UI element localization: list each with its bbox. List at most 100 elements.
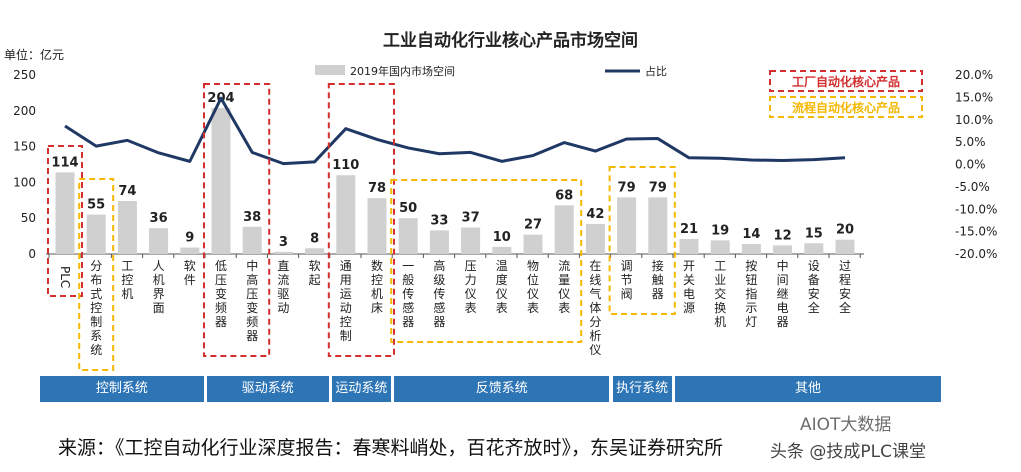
bar-PLC: [55, 172, 75, 254]
bar-value-label: 14: [742, 227, 760, 242]
highlight-box-5: [608, 166, 676, 315]
highlight-box-2: [203, 83, 271, 357]
category-label: PLC: [58, 266, 72, 288]
bar-value-label: 50: [399, 201, 417, 216]
category-label: 直流驱动: [277, 259, 289, 315]
bar-工业交换机: [710, 240, 730, 254]
bar-value-label: 12: [774, 228, 792, 243]
bar-value-label: 114: [51, 155, 78, 170]
bar-value-label: 36: [150, 211, 168, 226]
category-label: 工控机: [121, 259, 133, 301]
left-tick-label: 50: [21, 211, 36, 225]
watermark-2: 头条 @技成PLC课堂: [770, 442, 926, 462]
highlight-box-4: [390, 179, 583, 343]
left-tick-label: 0: [28, 247, 36, 261]
source-text: 来源：《工控自动化行业深度报告：春寒料峭处，百花齐放时》，东吴证券研究所: [58, 437, 724, 459]
right-tick-label: -5.0%: [955, 180, 990, 194]
category-label: 软件: [184, 259, 196, 287]
bar-value-label: 10: [493, 230, 511, 245]
category-label: 在线气体分析仪: [589, 259, 601, 357]
right-tick-label: 10.0%: [955, 113, 993, 127]
system-group-label: 控制系统: [40, 376, 204, 402]
bar-按钮指示灯: [741, 243, 761, 254]
right-tick-label: -10.0%: [955, 202, 997, 216]
bar-高级传感器: [429, 230, 449, 254]
legend-bar-label: 2019年国内市场空间: [350, 64, 455, 78]
bar-过程安全: [835, 239, 855, 254]
category-label: 中间继电器: [777, 258, 789, 329]
category-label: 开关电源: [683, 259, 695, 315]
bar-value-label: 79: [649, 180, 667, 195]
category-label: 高级传感器: [433, 258, 445, 329]
category-label: 中高压变频器: [246, 258, 258, 343]
category-label: 温度仪表: [496, 259, 508, 315]
bar-软件: [180, 247, 200, 254]
bar-value-label: 74: [118, 184, 136, 199]
legend-box-1: [769, 96, 923, 118]
category-label: 低压变频器: [215, 259, 227, 329]
bar-接触器: [648, 197, 668, 254]
category-label: 通用运动控制: [340, 259, 352, 343]
category-label: 工业交换机: [714, 259, 726, 329]
left-tick-label: 200: [13, 104, 36, 118]
unit-label: 单位：亿元: [4, 48, 65, 62]
bar-value-label: 20: [836, 223, 854, 238]
bar-压力仪表: [461, 227, 481, 254]
legend-line-label: 占比: [645, 64, 667, 78]
bar-value-label: 110: [332, 158, 359, 173]
category-label: 软起: [309, 259, 321, 287]
bar-value-label: 38: [243, 210, 261, 225]
legend-bar-swatch: [315, 65, 345, 75]
left-tick-label: 100: [13, 175, 36, 189]
bar-中高压变频器: [242, 226, 262, 254]
bar-通用运动控制: [336, 175, 356, 254]
bar-value-label: 55: [87, 198, 105, 213]
bar-直流驱动: [273, 251, 293, 254]
category-label: 分布式控制系统: [90, 259, 102, 357]
category-label: 调节阀: [621, 259, 633, 301]
right-tick-label: 20.0%: [955, 68, 993, 82]
system-group-label: 反馈系统: [394, 376, 610, 402]
bar-value-label: 8: [310, 231, 319, 246]
bar-设备安全: [804, 243, 824, 254]
bar-软起: [305, 248, 325, 254]
watermark-1: AIOT大数据: [800, 415, 892, 435]
bar-开关电源: [679, 238, 699, 254]
right-tick-label: 5.0%: [955, 135, 986, 149]
category-label: 设备安全: [808, 259, 820, 315]
left-tick-label: 250: [13, 68, 36, 82]
bar-中间继电器: [773, 245, 793, 254]
system-group-label: 驱动系统: [207, 376, 329, 402]
highlight-box-3: [327, 83, 395, 357]
bar-value-label: 78: [368, 181, 386, 196]
system-group-label: 其他: [675, 376, 941, 402]
bar-低压变频器: [211, 107, 231, 254]
bar-一般传感器: [398, 218, 418, 254]
bar-value-label: 68: [555, 188, 573, 203]
bar-value-label: 79: [618, 180, 636, 195]
category-label: 物位仪表: [527, 259, 539, 315]
bar-value-label: 19: [711, 223, 729, 238]
bar-value-label: 37: [462, 211, 480, 226]
category-label: 数控机床: [371, 258, 383, 315]
highlight-box-0: [47, 145, 83, 297]
category-label: 过程安全: [839, 259, 851, 315]
bar-流量仪表: [554, 205, 574, 254]
share-line: [64, 96, 846, 166]
legend-box-0: [769, 70, 923, 92]
category-label: 流量仪表: [558, 259, 570, 315]
legend-box-label: 工厂自动化核心产品: [792, 74, 900, 89]
bar-温度仪表: [492, 246, 512, 254]
chart-title: 工业自动化行业核心产品市场空间: [383, 31, 638, 51]
bar-调节阀: [617, 197, 637, 254]
category-label: 按钮指示灯: [745, 259, 757, 329]
bar-value-label: 27: [524, 218, 542, 233]
bar-value-label: 33: [430, 213, 448, 228]
bar-value-label: 21: [680, 222, 698, 237]
bar-物位仪表: [523, 234, 543, 254]
category-label: 人机界面: [153, 259, 165, 315]
bar-value-label: 3: [279, 235, 288, 250]
right-tick-label: -15.0%: [955, 225, 997, 239]
bar-value-label: 42: [586, 207, 604, 222]
